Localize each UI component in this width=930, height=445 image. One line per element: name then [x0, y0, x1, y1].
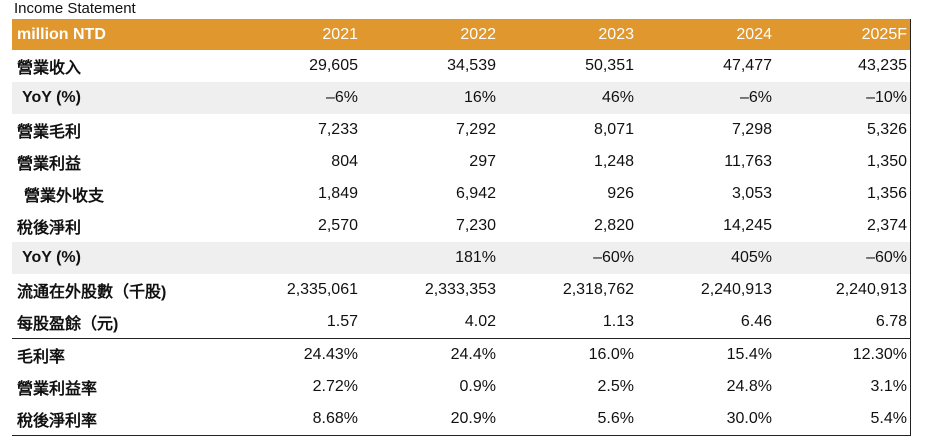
- table-cell: 6.46: [740, 313, 772, 330]
- table-cell: 24.8%: [726, 378, 772, 395]
- table-cell: 47,477: [723, 57, 772, 74]
- table-cell: 7,233: [317, 121, 358, 138]
- header-year-2023: 2023: [598, 25, 634, 43]
- table-cell: 15.4%: [726, 346, 772, 363]
- table-cell: 1.13: [602, 313, 634, 330]
- table-cell: 30.0%: [726, 410, 772, 427]
- table-cell: 2,318,762: [562, 281, 634, 298]
- table-cell: 24.43%: [303, 346, 358, 363]
- table-cell: 2,374: [866, 217, 907, 234]
- table-cell: 5.4%: [870, 410, 907, 427]
- table-cell: 1,248: [593, 153, 634, 170]
- row-label: YoY (%): [22, 89, 81, 106]
- table-cell: 43,235: [858, 57, 907, 74]
- row-label: 毛利率: [17, 349, 66, 366]
- table-row-shares-outstanding: 流通在外股數（千股) 2,335,061 2,333,353 2,318,762…: [12, 274, 910, 306]
- income-statement-table: million NTD 2021 2022 2023 2024 2025F 營業…: [12, 19, 911, 436]
- table-cell: 2,335,061: [286, 281, 358, 298]
- table-cell: 12.30%: [852, 346, 907, 363]
- table-cell: 1,350: [866, 153, 907, 170]
- table-cell: 8.68%: [312, 410, 358, 427]
- table-row-gross-profit: 營業毛利 7,233 7,292 8,071 7,298 5,326: [12, 114, 910, 146]
- row-label: 稅後淨利: [17, 220, 82, 237]
- table-cell: 1,356: [866, 185, 907, 202]
- header-year-2022: 2022: [460, 25, 496, 43]
- table-row-gross-margin: 毛利率 24.43% 24.4% 16.0% 15.4% 12.30%: [12, 338, 910, 371]
- header-unit-label: million NTD: [17, 25, 106, 43]
- table-cell: 50,351: [585, 57, 634, 74]
- table-cell: 16%: [463, 89, 496, 106]
- table-cell: 6,942: [455, 185, 496, 202]
- table-cell: 7,298: [731, 121, 772, 138]
- table-cell: 2,820: [593, 217, 634, 234]
- header-year-2025f: 2025F: [861, 25, 907, 43]
- table-cell: –6%: [325, 89, 358, 106]
- table-cell: 5,326: [866, 121, 907, 138]
- table-cell: 7,230: [455, 217, 496, 234]
- table-caption: Income Statement: [14, 0, 136, 17]
- table-cell: 926: [607, 185, 634, 202]
- table-row-net-margin: 稅後淨利率 8.68% 20.9% 5.6% 30.0% 5.4%: [12, 403, 910, 435]
- table-cell: 804: [331, 153, 358, 170]
- row-label: 營業利益: [17, 156, 82, 173]
- table-cell: 2,333,353: [424, 281, 496, 298]
- table-row-net-income-yoy: YoY (%) 181% –60% 405% –60%: [12, 242, 910, 274]
- row-label: YoY (%): [22, 249, 81, 266]
- table-cell: 11,763: [724, 153, 772, 170]
- header-year-2024: 2024: [736, 25, 772, 43]
- table-row-revenue: 營業收入 29,605 34,539 50,351 47,477 43,235: [12, 50, 910, 82]
- table-cell: 2.5%: [597, 378, 634, 395]
- table-cell: 2,570: [317, 217, 358, 234]
- table-cell: 6.78: [875, 313, 907, 330]
- table-cell: 7,292: [455, 121, 496, 138]
- table-cell: 2,240,913: [700, 281, 772, 298]
- table-cell: 20.9%: [450, 410, 496, 427]
- table-row-eps: 每股盈餘（元) 1.57 4.02 1.13 6.46 6.78: [12, 306, 910, 338]
- table-cell: 405%: [731, 249, 772, 266]
- header-year-2021: 2021: [322, 25, 358, 43]
- table-cell: 0.9%: [459, 378, 496, 395]
- table-cell: 1.57: [326, 313, 358, 330]
- table-cell: –60%: [593, 249, 634, 266]
- table-cell: 2,240,913: [835, 281, 907, 298]
- row-label: 流通在外股數（千股): [17, 284, 167, 301]
- table-cell: 3,053: [731, 185, 772, 202]
- table-cell: 2.72%: [312, 378, 358, 395]
- table-cell: 8,071: [593, 121, 634, 138]
- table-cell: 181%: [455, 249, 496, 266]
- table-cell: 24.4%: [450, 346, 496, 363]
- table-cell: 29,605: [309, 57, 358, 74]
- row-label: 營業毛利: [17, 124, 82, 141]
- table-cell: –10%: [866, 89, 907, 106]
- table-cell: 16.0%: [588, 346, 634, 363]
- table-cell: 14,245: [723, 217, 772, 234]
- row-label: 每股盈餘（元): [17, 316, 119, 333]
- table-cell: 34,539: [447, 57, 496, 74]
- table-row-revenue-yoy: YoY (%) –6% 16% 46% –6% –10%: [12, 82, 910, 114]
- table-cell: –6%: [739, 89, 772, 106]
- row-label: 營業利益率: [17, 381, 98, 398]
- row-label: 稅後淨利率: [17, 413, 98, 430]
- table-row-non-operating: 營業外收支 1,849 6,942 926 3,053 1,356: [12, 178, 910, 210]
- row-label: 營業收入: [17, 60, 82, 77]
- table-cell: 297: [469, 153, 496, 170]
- table-cell: 1,849: [317, 185, 358, 202]
- table-row-operating-income: 營業利益 804 297 1,248 11,763 1,350: [12, 146, 910, 178]
- table-cell: –60%: [866, 249, 907, 266]
- table-row-net-income: 稅後淨利 2,570 7,230 2,820 14,245 2,374: [12, 210, 910, 242]
- table-cell: 4.02: [464, 313, 496, 330]
- table-cell: 3.1%: [870, 378, 907, 395]
- table-cell: 5.6%: [597, 410, 634, 427]
- table-cell: 46%: [601, 89, 634, 106]
- table-header-row: million NTD 2021 2022 2023 2024 2025F: [12, 19, 910, 50]
- row-label: 營業外收支: [24, 188, 105, 205]
- table-row-operating-margin: 營業利益率 2.72% 0.9% 2.5% 24.8% 3.1%: [12, 371, 910, 403]
